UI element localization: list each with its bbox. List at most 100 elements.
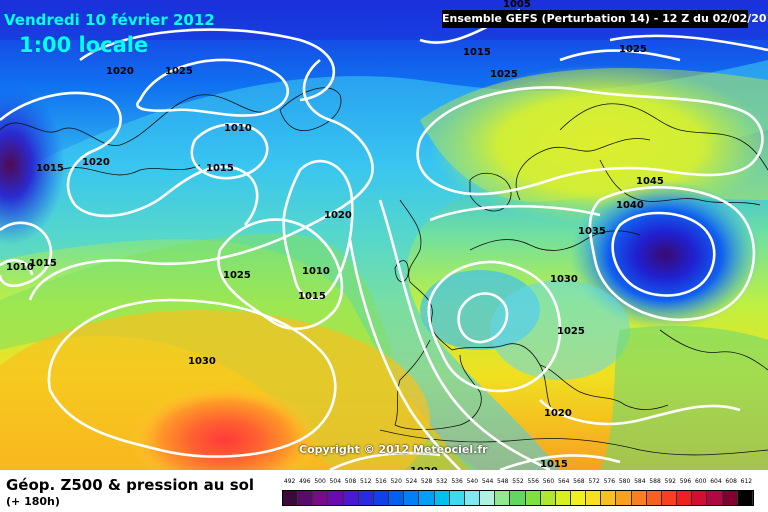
- legend-tick-label: 580: [618, 478, 631, 485]
- legend-swatch: [343, 491, 359, 505]
- legend-tick-label: 516: [375, 478, 387, 485]
- legend-swatch: [601, 491, 617, 505]
- legend-swatch: [480, 491, 496, 505]
- legend-tick-label: 588: [649, 478, 661, 485]
- isobar-label: 1015: [29, 258, 57, 269]
- isobar-label: 1020: [324, 210, 352, 221]
- z500-east-green: [600, 325, 768, 470]
- z500-color-legend: 492 496 500 504 508 512 516 520 524 528 532 536 540 5…: [282, 478, 754, 508]
- isobar-label: 1035: [578, 226, 606, 237]
- forecast-time: 1:00 locale: [19, 33, 149, 57]
- legend-tick-label: 492: [283, 478, 296, 485]
- legend-swatch: [525, 491, 541, 505]
- legend-swatch: [707, 491, 723, 505]
- legend-swatch: [570, 491, 587, 505]
- isobar-label: 1030: [550, 274, 578, 285]
- copyright-text: Copyright © 2012 Meteociel.fr: [299, 443, 488, 456]
- legend-color-bar: [282, 490, 754, 506]
- legend-swatch: [722, 491, 738, 505]
- legend-tick-label: 560: [542, 478, 555, 485]
- legend-tick-label: 532: [436, 478, 448, 485]
- isobar-label: 1015: [298, 291, 326, 302]
- isobar-label: 1020: [106, 66, 134, 77]
- z500-low-west: [0, 85, 65, 245]
- legend-tick-label: 496: [299, 478, 311, 485]
- isobar-label: 1030: [188, 356, 216, 367]
- legend-swatch: [404, 491, 420, 505]
- legend-swatch: [419, 491, 435, 505]
- model-run-banner: Ensemble GEFS (Perturbation 14) - 12 Z d…: [442, 10, 768, 28]
- legend-swatch: [313, 491, 329, 505]
- legend-tick-label: 536: [451, 478, 463, 485]
- legend-swatch: [434, 491, 450, 505]
- legend-swatch: [661, 491, 678, 505]
- legend-swatch: [737, 491, 753, 505]
- legend-tick-label: 572: [588, 478, 600, 485]
- isobar-label: 1010: [302, 266, 330, 277]
- legend-swatch: [373, 491, 390, 505]
- legend-tick-label: 596: [679, 478, 692, 485]
- isobar-label: 1025: [619, 44, 647, 55]
- forecast-date: Vendredi 10 février 2012: [4, 11, 215, 29]
- forecast-lead-time: (+ 180h): [6, 495, 60, 508]
- isobar-label: 1025: [165, 66, 193, 77]
- legend-tick-label: 592: [664, 478, 676, 485]
- isobars: [0, 8, 768, 470]
- isobar-labels: 1005 1015 1025 1020 1025 1025 1010 1020 …: [6, 0, 664, 470]
- isobar-label: 1015: [540, 459, 568, 470]
- legend-tick-label: 508: [344, 478, 357, 485]
- z500-band-north-east: [420, 68, 768, 202]
- legend-swatch: [464, 491, 481, 505]
- z500-high-center: [130, 385, 320, 470]
- legend-swatch: [495, 491, 511, 505]
- legend-swatch: [510, 491, 526, 505]
- isobar-label: 1025: [490, 69, 518, 80]
- legend-swatch: [646, 491, 662, 505]
- isobar-label: 1015: [463, 47, 491, 58]
- legend-swatch: [328, 491, 344, 505]
- legend-swatch: [555, 491, 571, 505]
- coastlines: [0, 87, 768, 456]
- isobar-label: 1010: [224, 123, 252, 134]
- legend-swatch: [677, 491, 693, 505]
- legend-tick-label: 608: [725, 478, 737, 485]
- legend-tick-label: 520: [390, 478, 402, 485]
- legend-tick-label: 524: [405, 478, 418, 485]
- legend-tick-label: 548: [497, 478, 509, 485]
- isobar-label: 1045: [636, 176, 664, 187]
- legend-tick-label: 504: [329, 478, 342, 485]
- legend-tick-label: 512: [360, 478, 372, 485]
- legend-swatch: [389, 491, 405, 505]
- legend-tick-label: 564: [557, 478, 570, 485]
- legend-tick-label: 540: [466, 478, 479, 485]
- isobar-label: 1020: [544, 408, 572, 419]
- legend-tick-label: 544: [481, 478, 494, 485]
- z500-low-east: [570, 180, 760, 330]
- isobar-label: 1025: [557, 326, 585, 337]
- isobar-label: 1015: [36, 163, 64, 174]
- legend-tick-label: 528: [420, 478, 433, 485]
- map-title: Géop. Z500 & pression au sol: [6, 476, 255, 494]
- isobar-label: 1020: [82, 157, 110, 168]
- isobar-label: 1015: [206, 163, 234, 174]
- legend-tick-labels: 492 496 500 504 508 512 516 520 524 528 532 536 540 5…: [282, 478, 754, 488]
- legend-swatch: [283, 491, 299, 505]
- isobar-label: 1020: [410, 466, 438, 470]
- geopotential-map: 1005 1015 1025 1020 1025 1025 1010 1020 …: [0, 0, 768, 470]
- legend-tick-label: 584: [634, 478, 646, 485]
- legend-tick-label: 552: [512, 478, 524, 485]
- legend-swatch: [358, 491, 374, 505]
- legend-swatch: [298, 491, 314, 505]
- isobar-label: 1025: [223, 270, 251, 281]
- isobar-label: 1040: [616, 200, 644, 211]
- legend-swatch: [692, 491, 708, 505]
- legend-swatch: [631, 491, 647, 505]
- legend-swatch: [449, 491, 465, 505]
- legend-tick-label: 576: [603, 478, 616, 485]
- legend-swatch: [540, 491, 556, 505]
- legend-tick-label: 500: [314, 478, 326, 485]
- legend-swatch: [586, 491, 602, 505]
- legend-swatch: [616, 491, 632, 505]
- legend-tick-label: 568: [573, 478, 585, 485]
